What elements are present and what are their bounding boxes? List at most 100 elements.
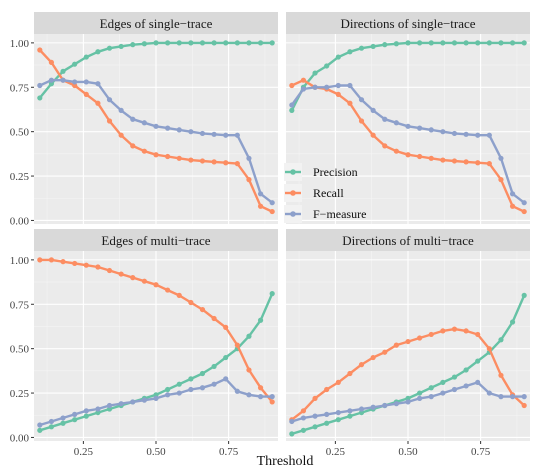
y-tick-label: 0.00 [10,432,30,444]
data-point [498,337,504,343]
legend: Precision Recall F−measure [284,163,366,223]
data-point [324,386,330,393]
panels-layer: Edges of single−trace 0.00 0.25 0.50 0.75 1.0… [10,12,530,458]
data-point [95,100,101,106]
data-point [211,40,217,46]
data-point [428,155,434,161]
data-point [440,390,446,396]
data-point [153,40,159,46]
legend-entry: Recall [284,184,344,202]
x-tick-label: 0.25 [326,446,346,458]
data-point [509,191,516,197]
data-point [37,95,43,101]
data-point [72,79,78,85]
data-point [269,291,275,297]
data-point [486,40,492,46]
data-point [165,125,171,131]
data-point [335,82,341,89]
data-point [335,54,341,60]
data-point [223,354,229,361]
gridlines [286,251,530,441]
data-point [358,45,365,51]
data-point [118,43,124,50]
data-point [165,40,171,46]
data-point [188,157,194,163]
data-point [498,40,504,46]
data-point [269,394,275,400]
data-point [176,381,182,387]
data-point [165,287,171,293]
data-point [130,42,136,48]
legend-label: F−measure [313,207,366,221]
data-point [347,413,353,419]
data-point [335,379,341,386]
data-point [269,200,275,206]
data-point [521,40,527,46]
data-point [289,418,295,425]
data-point [382,143,388,149]
data-point [176,390,182,396]
data-point [257,394,264,400]
data-point [463,383,469,389]
data-point [48,257,55,263]
data-point [106,402,113,409]
data-point [106,267,113,274]
data-point [95,49,101,55]
data-point [234,388,240,394]
data-point [521,402,527,409]
data-point [130,116,136,122]
facet-strip [34,229,278,251]
facet-strip-title: Edges of single−trace [100,16,213,31]
data-point [199,158,206,164]
data-point [211,381,217,387]
data-point [176,40,182,46]
data-point [358,362,365,368]
data-point [48,418,55,425]
data-point [463,131,469,137]
y-tick-label: 0.75 [10,82,30,94]
data-point [417,395,423,401]
data-point [475,331,481,338]
data-point [257,385,264,391]
data-point [428,394,434,400]
data-point [234,342,240,348]
data-point [475,132,481,138]
data-point [300,415,307,421]
data-point [176,292,182,298]
y-tick-label: 1.00 [10,255,30,267]
data-point [440,129,446,135]
data-point [347,370,353,377]
legend-label: Precision [313,165,358,179]
data-point [165,392,171,398]
y-tick-label: 0.25 [10,388,30,400]
data-point [475,160,481,166]
legend-label: Recall [313,186,344,200]
data-point [370,132,376,138]
data-point [393,120,399,126]
y-tick-label: 0.75 [10,299,30,311]
data-point [405,152,411,158]
data-point [223,160,229,166]
data-point [141,41,147,47]
data-point [428,385,434,391]
data-point [498,177,504,183]
data-point [358,97,365,103]
data-point [428,127,434,133]
data-point [199,385,206,391]
series-fmeasure [37,77,275,206]
data-point [269,399,275,405]
data-point [509,203,516,209]
data-point [60,415,66,421]
data-point [451,374,458,380]
data-point [498,372,504,378]
data-point [509,319,516,325]
data-point [370,43,376,50]
data-point [83,54,89,60]
data-point [130,275,136,281]
data-point [257,191,264,197]
data-point [451,130,458,137]
data-point [257,40,264,46]
data-point [324,84,330,90]
y-tick-label: 0.50 [10,344,30,356]
data-point [234,40,240,46]
